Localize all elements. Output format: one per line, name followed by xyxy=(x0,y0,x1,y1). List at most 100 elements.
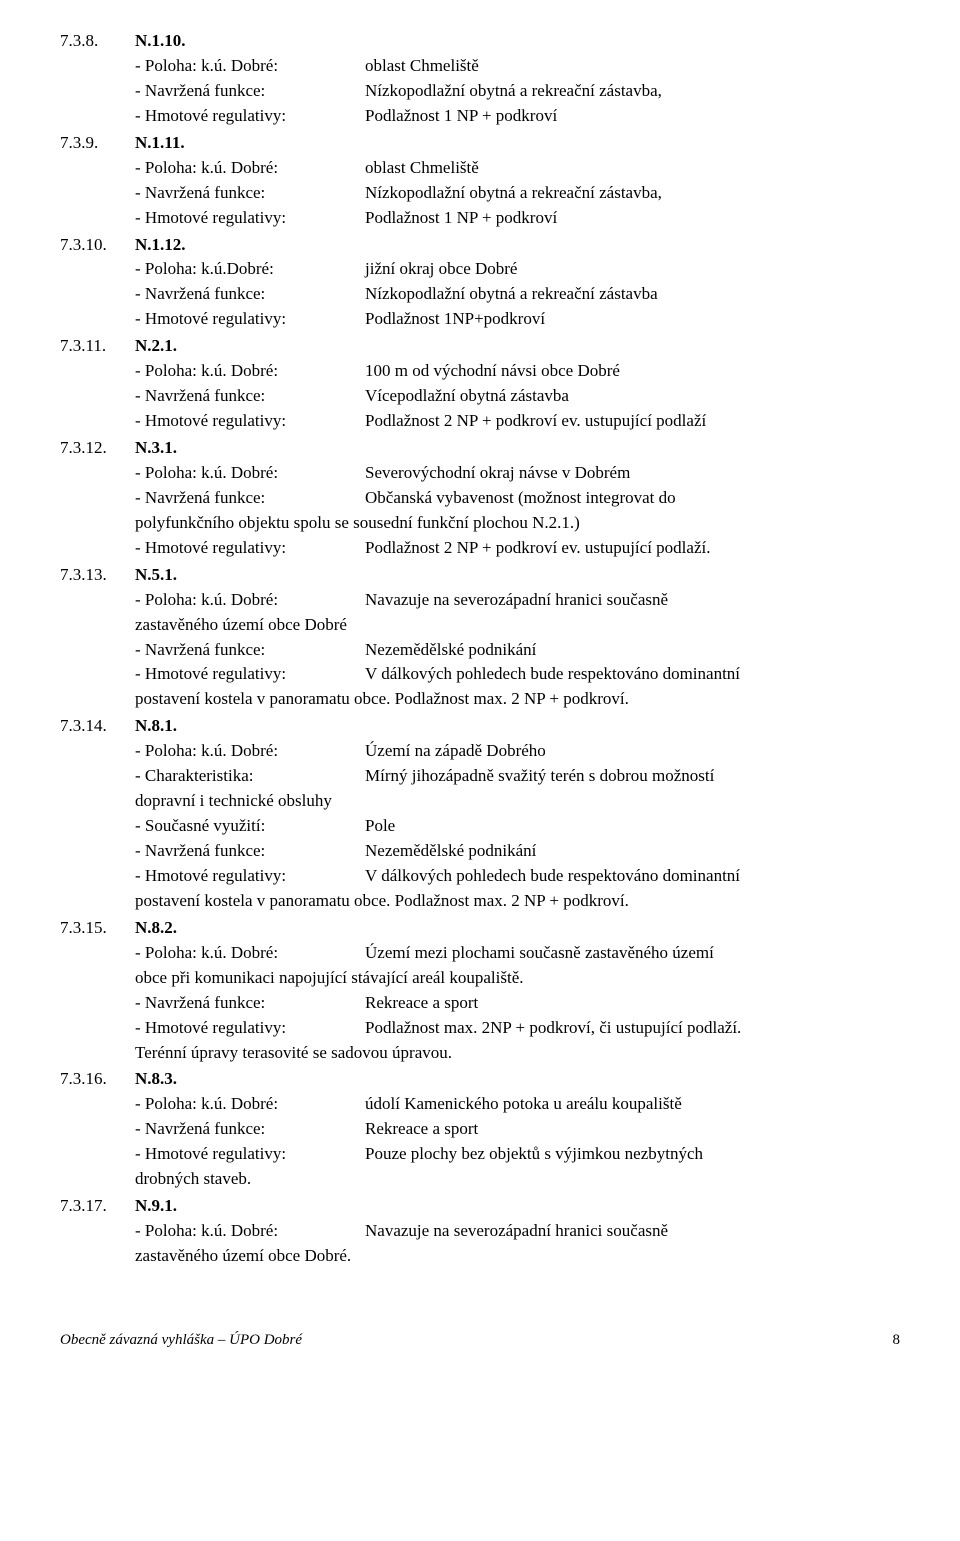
section-body: - Poloha: k.ú. Dobré:Navazuje na severoz… xyxy=(135,589,900,714)
property-row: - Hmotové regulativy:Podlažnost 2 NP + p… xyxy=(135,410,900,433)
section-code: N.1.11. xyxy=(135,132,185,155)
continuation-text: postavení kostela v panoramatu obce. Pod… xyxy=(135,688,900,711)
property-label: - Navržená funkce: xyxy=(135,1118,365,1141)
spacer xyxy=(60,589,135,714)
section-header: 7.3.15.N.8.2. xyxy=(60,917,900,940)
property-row: - Současné využití:Pole xyxy=(135,815,900,838)
property-label: - Hmotové regulativy: xyxy=(135,663,365,686)
section-body-wrap: - Poloha: k.ú. Dobré:Území na západě Dob… xyxy=(60,740,900,915)
property-label: - Navržená funkce: xyxy=(135,840,365,863)
property-row: - Hmotové regulativy:Podlažnost 2 NP + p… xyxy=(135,537,900,560)
section-body: - Poloha: k.ú. Dobré:Území mezi plochami… xyxy=(135,942,900,1067)
section-code: N.2.1. xyxy=(135,335,177,358)
section-body-wrap: - Poloha: k.ú. Dobré:oblast Chmeliště- N… xyxy=(60,157,900,232)
section-body-wrap: - Poloha: k.ú. Dobré:Území mezi plochami… xyxy=(60,942,900,1067)
footer-page-number: 8 xyxy=(893,1330,901,1350)
section-body-wrap: - Poloha: k.ú. Dobré:Navazuje na severoz… xyxy=(60,1220,900,1270)
property-row: - Navržená funkce:Nezemědělské podnikání xyxy=(135,840,900,863)
section-header: 7.3.11.N.2.1. xyxy=(60,335,900,358)
property-value: Rekreace a sport xyxy=(365,1118,900,1141)
property-value: Rekreace a sport xyxy=(365,992,900,1015)
property-label: - Současné využití: xyxy=(135,815,365,838)
spacer xyxy=(60,462,135,562)
property-value: Území mezi plochami současně zastavěného… xyxy=(365,942,900,965)
property-value: Území na západě Dobrého xyxy=(365,740,900,763)
property-row: - Navržená funkce:Nezemědělské podnikání xyxy=(135,639,900,662)
property-row: - Poloha: k.ú. Dobré:Navazuje na severoz… xyxy=(135,1220,900,1243)
spacer xyxy=(60,360,135,435)
spacer xyxy=(60,157,135,232)
section-body: - Poloha: k.ú.Dobré:jižní okraj obce Dob… xyxy=(135,258,900,333)
property-label: - Hmotové regulativy: xyxy=(135,1143,365,1166)
property-label: - Poloha: k.ú.Dobré: xyxy=(135,258,365,281)
property-row: - Poloha: k.ú. Dobré:Území na západě Dob… xyxy=(135,740,900,763)
property-label: - Charakteristika: xyxy=(135,765,365,788)
section-number: 7.3.11. xyxy=(60,335,135,358)
section-body-wrap: - Poloha: k.ú. Dobré:údolí Kamenického p… xyxy=(60,1093,900,1193)
property-row: - Poloha: k.ú. Dobré:údolí Kamenického p… xyxy=(135,1093,900,1116)
section-header: 7.3.13.N.5.1. xyxy=(60,564,900,587)
section-header: 7.3.9.N.1.11. xyxy=(60,132,900,155)
property-row: - Hmotové regulativy:V dálkových pohlede… xyxy=(135,663,900,686)
property-row: - Hmotové regulativy:Podlažnost 1 NP + p… xyxy=(135,207,900,230)
property-label: - Navržená funkce: xyxy=(135,80,365,103)
property-value: Pouze plochy bez objektů s výjimkou nezb… xyxy=(365,1143,900,1166)
property-row: - Poloha: k.ú. Dobré:Navazuje na severoz… xyxy=(135,589,900,612)
property-value: Nezemědělské podnikání xyxy=(365,840,900,863)
property-label: - Hmotové regulativy: xyxy=(135,308,365,331)
spacer xyxy=(60,740,135,915)
property-label: - Poloha: k.ú. Dobré: xyxy=(135,1220,365,1243)
property-value: 100 m od východní návsi obce Dobré xyxy=(365,360,900,383)
property-value: Nízkopodlažní obytná a rekreační zástavb… xyxy=(365,283,900,306)
property-label: - Poloha: k.ú. Dobré: xyxy=(135,589,365,612)
property-value: Podlažnost 1 NP + podkroví xyxy=(365,105,900,128)
continuation-text: Terénní úpravy terasovité se sadovou úpr… xyxy=(135,1042,900,1065)
spacer xyxy=(60,258,135,333)
spacer xyxy=(60,942,135,1067)
footer-text: Obecně závazná vyhláška – ÚPO Dobré xyxy=(60,1330,302,1350)
property-label: - Navržená funkce: xyxy=(135,182,365,205)
property-label: - Navržená funkce: xyxy=(135,487,365,510)
section-body: - Poloha: k.ú. Dobré:oblast Chmeliště- N… xyxy=(135,55,900,130)
section-header: 7.3.8.N.1.10. xyxy=(60,30,900,53)
property-label: - Hmotové regulativy: xyxy=(135,1017,365,1040)
property-value: Podlažnost 2 NP + podkroví ev. ustupujíc… xyxy=(365,537,900,560)
section-body: - Poloha: k.ú. Dobré:oblast Chmeliště- N… xyxy=(135,157,900,232)
property-value: Navazuje na severozápadní hranici součas… xyxy=(365,1220,900,1243)
property-value: Podlažnost 2 NP + podkroví ev. ustupujíc… xyxy=(365,410,900,433)
section-body-wrap: - Poloha: k.ú. Dobré:100 m od východní n… xyxy=(60,360,900,435)
property-value: Navazuje na severozápadní hranici součas… xyxy=(365,589,900,612)
section-body: - Poloha: k.ú. Dobré:údolí Kamenického p… xyxy=(135,1093,900,1193)
property-label: - Navržená funkce: xyxy=(135,385,365,408)
property-value: údolí Kamenického potoka u areálu koupal… xyxy=(365,1093,900,1116)
property-value: oblast Chmeliště xyxy=(365,157,900,180)
section-number: 7.3.17. xyxy=(60,1195,135,1218)
section-code: N.8.2. xyxy=(135,917,177,940)
continuation-text: polyfunkčního objektu spolu se sousední … xyxy=(135,512,900,535)
section-header: 7.3.10.N.1.12. xyxy=(60,234,900,257)
property-value: Vícepodlažní obytná zástavba xyxy=(365,385,900,408)
property-value: Pole xyxy=(365,815,900,838)
section-body: - Poloha: k.ú. Dobré:100 m od východní n… xyxy=(135,360,900,435)
section-code: N.5.1. xyxy=(135,564,177,587)
property-row: - Hmotové regulativy:Podlažnost 1 NP + p… xyxy=(135,105,900,128)
property-value: jižní okraj obce Dobré xyxy=(365,258,900,281)
property-value: Občanská vybavenost (možnost integrovat … xyxy=(365,487,900,510)
section-header: 7.3.14.N.8.1. xyxy=(60,715,900,738)
property-label: - Navržená funkce: xyxy=(135,639,365,662)
continuation-text: zastavěného území obce Dobré. xyxy=(135,1245,900,1268)
property-label: - Poloha: k.ú. Dobré: xyxy=(135,55,365,78)
section-body: - Poloha: k.ú. Dobré:Navazuje na severoz… xyxy=(135,1220,900,1270)
section-number: 7.3.10. xyxy=(60,234,135,257)
property-label: - Poloha: k.ú. Dobré: xyxy=(135,1093,365,1116)
property-row: - Poloha: k.ú. Dobré:Území mezi plochami… xyxy=(135,942,900,965)
property-label: - Hmotové regulativy: xyxy=(135,865,365,888)
property-label: - Hmotové regulativy: xyxy=(135,105,365,128)
continuation-text: zastavěného území obce Dobré xyxy=(135,614,900,637)
section-number: 7.3.12. xyxy=(60,437,135,460)
property-value: Mírný jihozápadně svažitý terén s dobrou… xyxy=(365,765,900,788)
section-code: N.1.12. xyxy=(135,234,186,257)
section-code: N.8.3. xyxy=(135,1068,177,1091)
property-label: - Poloha: k.ú. Dobré: xyxy=(135,740,365,763)
section-code: N.8.1. xyxy=(135,715,177,738)
